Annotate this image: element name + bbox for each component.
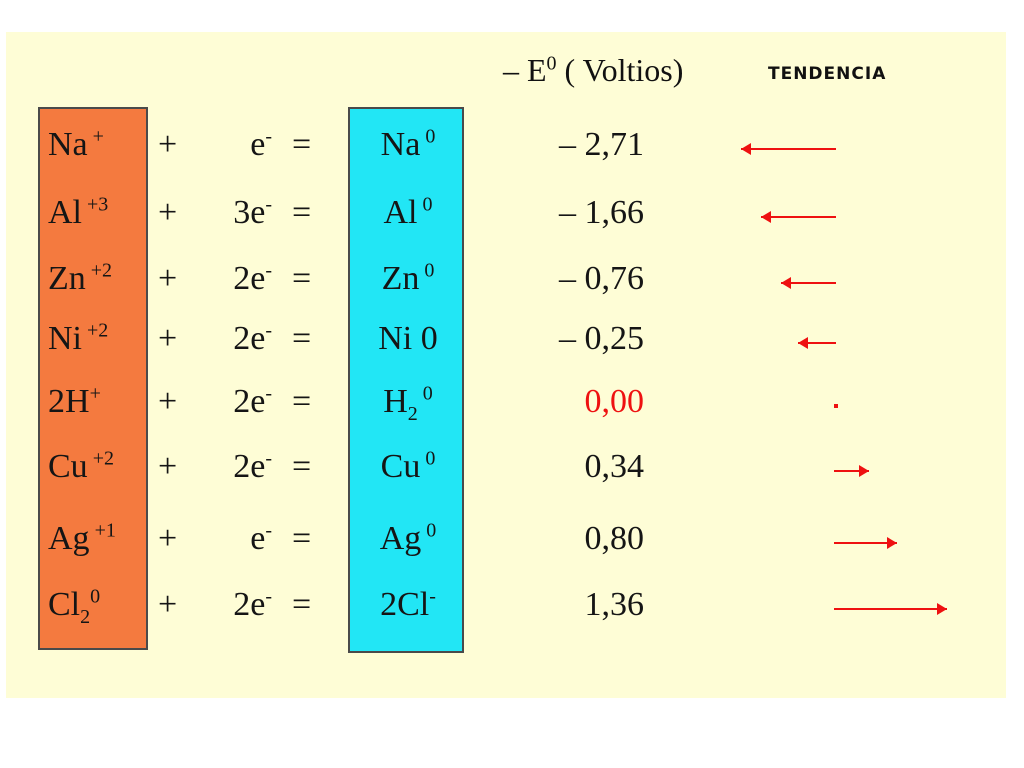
half-reaction-row: Al +3 +3e- = Al 0 – 1,66 <box>0 193 1024 256</box>
reduced-species: Ni 0 <box>378 320 438 357</box>
half-reaction-row: Cl20 +2e- = 2Cl- 1,36 <box>0 585 1024 648</box>
plus-sign: + <box>158 448 178 485</box>
plus-sign: + <box>158 320 178 357</box>
tendency-arrow <box>834 534 897 552</box>
electrons: 3e- <box>233 193 272 231</box>
equals-sign: = <box>292 320 312 357</box>
tendency-arrow <box>761 208 836 226</box>
equals-sign: = <box>292 448 312 485</box>
tendency-arrow <box>834 600 947 618</box>
electrons: 2e- <box>233 259 272 297</box>
electrons: 2e- <box>233 319 272 357</box>
plus-sign: + <box>158 260 178 297</box>
tendency-arrow <box>781 274 836 292</box>
standard-potential: – 0,76 <box>559 260 644 297</box>
standard-potential: 1,36 <box>584 586 645 623</box>
background-panel <box>6 32 1006 698</box>
electrons: 2e- <box>233 585 272 623</box>
electrons: e- <box>250 125 272 163</box>
standard-potential: – 0,25 <box>559 320 644 357</box>
standard-potential: 0,80 <box>584 520 645 557</box>
equals-sign: = <box>292 126 312 163</box>
oxidized-species: Na + <box>48 125 104 163</box>
potential-header: – E0 ( Voltios) <box>503 52 684 88</box>
half-reaction-row: Zn +2 +2e- = Zn 0 – 0,76 <box>0 259 1024 322</box>
plus-sign: + <box>158 126 178 163</box>
electrons: 2e- <box>233 382 272 420</box>
oxidized-species: Cl20 <box>48 585 101 628</box>
reduced-species: Al 0 <box>383 193 433 231</box>
tendency-arrow <box>834 397 838 415</box>
oxidized-species-column <box>38 107 148 650</box>
plus-sign: + <box>158 586 178 623</box>
tendency-arrow <box>834 462 869 480</box>
half-reaction-row: Na + + e- = Na 0 – 2,71 <box>0 125 1024 188</box>
standard-potential: – 1,66 <box>559 194 644 231</box>
oxidized-species: Cu +2 <box>48 447 114 485</box>
tendency-header: TENDENCIA <box>768 64 887 84</box>
half-reaction-row: Cu +2 +2e- = Cu 0 0,34 <box>0 447 1024 510</box>
plus-sign: + <box>158 520 178 557</box>
reduced-species: Cu 0 <box>380 447 436 485</box>
equals-sign: = <box>292 520 312 557</box>
reduced-species: H2 0 <box>383 382 433 425</box>
reduced-species-column <box>348 107 464 653</box>
reduced-species: Na 0 <box>380 125 436 163</box>
reduced-species: Zn 0 <box>381 259 435 297</box>
oxidized-species: Ni +2 <box>48 319 109 357</box>
plus-sign: + <box>158 194 178 231</box>
reduced-species: 2Cl- <box>380 585 436 623</box>
standard-potential: 0,34 <box>584 448 645 485</box>
electrons: 2e- <box>233 447 272 485</box>
oxidized-species: 2H+ <box>48 382 101 420</box>
standard-potential: – 2,71 <box>559 126 644 163</box>
reduced-species: Ag 0 <box>379 519 437 557</box>
tendency-arrow <box>741 140 836 158</box>
equals-sign: = <box>292 194 312 231</box>
electrons: e- <box>250 519 272 557</box>
equals-sign: = <box>292 586 312 623</box>
half-reaction-row: 2H+ +2e- = H2 0 0,00 <box>0 382 1024 445</box>
tendency-arrow <box>798 334 836 352</box>
equals-sign: = <box>292 383 312 420</box>
oxidized-species: Zn +2 <box>48 259 113 297</box>
oxidized-species: Ag +1 <box>48 519 116 557</box>
standard-potential: 0,00 <box>584 383 645 420</box>
oxidized-species: Al +3 <box>48 193 109 231</box>
half-reaction-row: Ag +1 + e- = Ag 0 0,80 <box>0 519 1024 582</box>
half-reaction-row: Ni +2 +2e- = Ni 0 – 0,25 <box>0 319 1024 382</box>
plus-sign: + <box>158 383 178 420</box>
equals-sign: = <box>292 260 312 297</box>
